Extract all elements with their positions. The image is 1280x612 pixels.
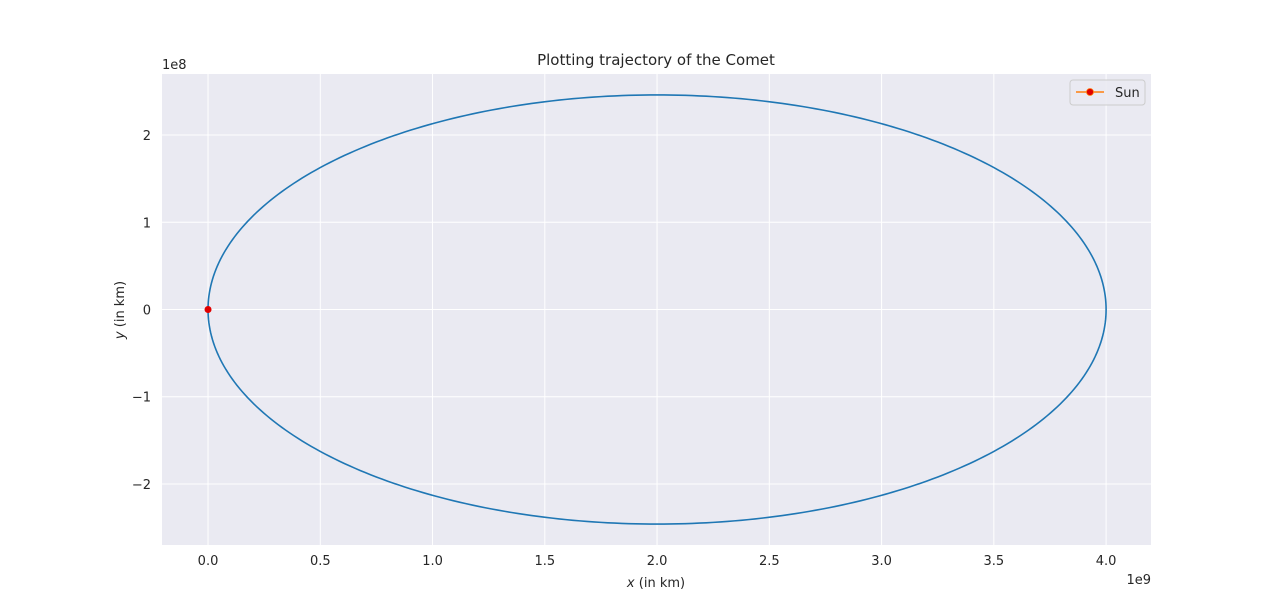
- x-tick-label: 4.0: [1096, 554, 1117, 569]
- x-tick-label: 1.5: [534, 554, 555, 569]
- y-tick-label: 2: [143, 129, 151, 144]
- x-tick-label: 2.0: [647, 554, 668, 569]
- x-axis-label: x (in km): [626, 576, 685, 591]
- x-tick-label: 3.0: [871, 554, 892, 569]
- x-axis-var: x: [626, 576, 635, 591]
- y-offset-label: 1e8: [162, 58, 187, 73]
- legend[interactable]: Sun: [1069, 79, 1146, 106]
- x-tick-label: 0.5: [310, 554, 331, 569]
- x-tick-label: 2.5: [759, 554, 780, 569]
- x-tick-label: 0.0: [198, 554, 219, 569]
- grid-lines: [162, 74, 1151, 545]
- comet-orbit-line: [207, 94, 1107, 525]
- chart-title: Plotting trajectory of the Comet: [537, 51, 775, 69]
- legend-marker-sun: [1086, 88, 1094, 96]
- y-axis-unit: (in km): [113, 281, 128, 331]
- y-tick-label: 1: [143, 216, 151, 231]
- legend-label-sun: Sun: [1115, 86, 1140, 101]
- x-axis-unit: (in km): [635, 576, 685, 591]
- x-tick-label: 3.5: [983, 554, 1004, 569]
- y-tick-label: −2: [132, 478, 151, 493]
- y-axis-var: y: [113, 331, 128, 340]
- y-tick-labels: −2 −1 0 1 2: [132, 129, 151, 493]
- sun-point: [204, 306, 212, 313]
- x-tick-label: 1.0: [422, 554, 443, 569]
- y-tick-label: −1: [132, 391, 151, 406]
- legend-box: [1069, 79, 1146, 106]
- y-axis-label: y (in km): [113, 281, 128, 340]
- y-tick-label: 0: [143, 304, 151, 319]
- x-tick-labels: 0.0 0.5 1.0 1.5 2.0 2.5 3.0 3.5 4.0: [198, 554, 1117, 569]
- x-offset-label: 1e9: [1126, 573, 1151, 588]
